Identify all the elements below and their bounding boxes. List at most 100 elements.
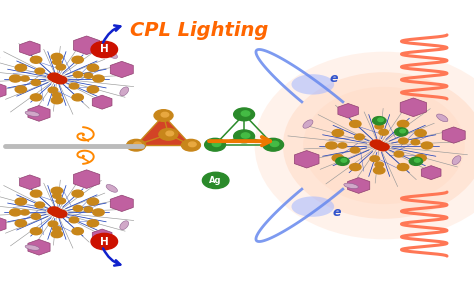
Circle shape: [53, 59, 61, 65]
Circle shape: [9, 209, 21, 216]
Circle shape: [332, 129, 344, 136]
Circle shape: [35, 68, 45, 74]
Circle shape: [338, 143, 347, 148]
Circle shape: [394, 151, 404, 157]
Circle shape: [15, 198, 27, 205]
Circle shape: [30, 56, 42, 63]
Circle shape: [399, 138, 408, 144]
Circle shape: [84, 73, 92, 78]
Circle shape: [53, 193, 61, 198]
Circle shape: [53, 93, 61, 98]
Circle shape: [332, 155, 344, 162]
Ellipse shape: [120, 87, 128, 96]
Circle shape: [15, 86, 27, 93]
Circle shape: [72, 228, 83, 235]
Circle shape: [55, 210, 67, 218]
Text: e: e: [330, 72, 338, 85]
Ellipse shape: [25, 111, 40, 116]
Circle shape: [421, 142, 433, 149]
Ellipse shape: [120, 221, 128, 230]
Circle shape: [336, 157, 349, 165]
Circle shape: [51, 53, 63, 60]
Circle shape: [51, 75, 63, 82]
Text: CPL Lighting: CPL Lighting: [130, 21, 268, 40]
Circle shape: [415, 129, 426, 136]
Circle shape: [56, 64, 65, 70]
Circle shape: [69, 83, 79, 89]
Circle shape: [341, 159, 346, 162]
Circle shape: [415, 155, 426, 162]
Ellipse shape: [452, 156, 461, 165]
Circle shape: [350, 164, 361, 171]
Text: Ag: Ag: [210, 176, 222, 185]
Circle shape: [15, 64, 27, 71]
Circle shape: [72, 56, 83, 63]
Circle shape: [234, 130, 255, 143]
Circle shape: [161, 112, 169, 117]
Circle shape: [53, 226, 61, 232]
Circle shape: [411, 140, 419, 145]
Circle shape: [51, 97, 63, 104]
Circle shape: [159, 129, 178, 140]
Circle shape: [134, 142, 141, 147]
Circle shape: [30, 228, 42, 235]
Circle shape: [400, 129, 405, 133]
Ellipse shape: [106, 184, 118, 192]
Ellipse shape: [344, 183, 358, 189]
Circle shape: [91, 41, 118, 58]
Circle shape: [69, 217, 79, 223]
Circle shape: [414, 159, 420, 162]
Circle shape: [56, 198, 65, 204]
Circle shape: [355, 134, 364, 140]
Circle shape: [326, 142, 337, 149]
Circle shape: [373, 117, 386, 125]
Circle shape: [91, 233, 118, 250]
Circle shape: [379, 129, 388, 135]
Circle shape: [84, 207, 92, 212]
Circle shape: [127, 139, 146, 151]
Circle shape: [51, 231, 63, 238]
Text: e: e: [332, 206, 341, 219]
Circle shape: [234, 108, 255, 121]
Circle shape: [31, 80, 41, 86]
Circle shape: [55, 76, 67, 84]
Circle shape: [370, 156, 380, 162]
Circle shape: [48, 207, 60, 214]
Circle shape: [263, 138, 283, 151]
Ellipse shape: [437, 114, 448, 122]
Circle shape: [350, 147, 360, 153]
Circle shape: [374, 167, 385, 174]
Circle shape: [93, 209, 104, 216]
Ellipse shape: [303, 120, 313, 128]
Circle shape: [21, 76, 29, 81]
Circle shape: [87, 86, 99, 93]
Circle shape: [378, 118, 383, 122]
Circle shape: [394, 128, 408, 136]
Circle shape: [48, 221, 58, 227]
Circle shape: [397, 164, 409, 171]
Circle shape: [87, 198, 99, 205]
Circle shape: [205, 138, 226, 151]
Text: H: H: [100, 237, 109, 246]
Ellipse shape: [255, 52, 474, 239]
Circle shape: [373, 142, 385, 149]
Circle shape: [241, 133, 250, 138]
Circle shape: [377, 143, 389, 151]
Ellipse shape: [292, 196, 334, 217]
Circle shape: [166, 131, 173, 136]
Circle shape: [370, 140, 383, 148]
Circle shape: [189, 142, 196, 147]
Circle shape: [9, 75, 21, 82]
Circle shape: [182, 139, 201, 151]
Ellipse shape: [292, 74, 334, 95]
Circle shape: [409, 157, 423, 165]
Circle shape: [375, 162, 383, 167]
Circle shape: [72, 190, 83, 197]
Ellipse shape: [25, 245, 40, 250]
Circle shape: [48, 73, 60, 81]
Circle shape: [397, 120, 409, 127]
Text: H: H: [100, 45, 109, 54]
Ellipse shape: [303, 87, 465, 204]
Circle shape: [212, 141, 221, 146]
Circle shape: [73, 205, 82, 211]
